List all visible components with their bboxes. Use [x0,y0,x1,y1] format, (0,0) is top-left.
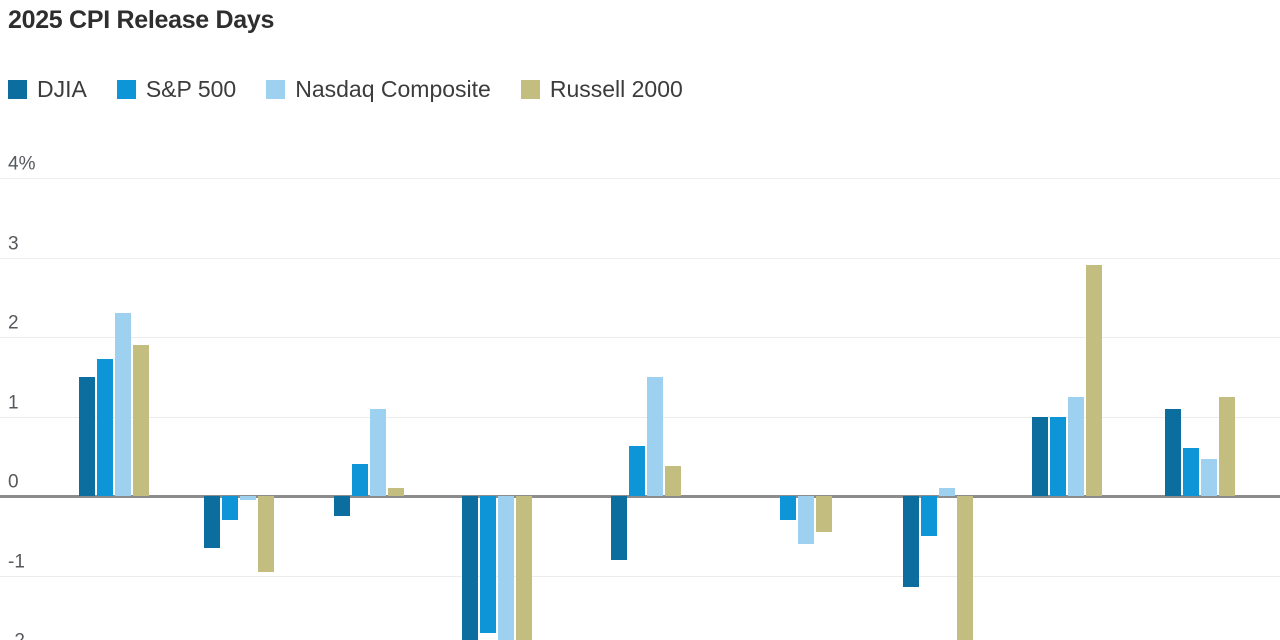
bar [334,496,350,516]
page-title: 2025 CPI Release Days [8,6,275,34]
bar [97,359,113,496]
bar [1068,396,1084,496]
bar [222,496,238,520]
y-axis-tick-label: 1 [8,392,19,413]
legend-swatch-icon [8,80,27,99]
bar [939,488,955,496]
bar [1032,416,1048,496]
bar [957,496,973,640]
y-axis-tick-label: -1 [8,551,25,572]
legend-item-label: S&P 500 [145,76,237,102]
bar [611,496,627,560]
bar [204,496,220,548]
y-axis-tick-label: 2 [8,312,19,334]
bar [498,496,514,640]
bar [370,408,386,496]
axis-zero-line [0,495,1280,498]
bar [133,344,149,496]
legend-swatch-icon [116,80,136,99]
legend-item-label: DJIA [37,76,87,102]
bar [480,496,496,633]
bar [665,465,681,496]
bar [1219,396,1235,496]
bar [516,496,532,640]
bar [1050,416,1066,496]
bar [629,445,645,496]
bar [780,496,796,520]
legend-item-label: Russell 2000 [549,76,683,102]
chart-legend: DJIA S&P 500 Nasdaq Composite Russell 2000 [8,78,713,101]
gridline [0,178,1280,179]
y-axis-tick-label: 0 [8,471,19,493]
bar [388,488,404,496]
legend-item[interactable]: S&P 500 [116,76,237,102]
bar [258,496,274,572]
bar [352,464,368,496]
bar [240,496,256,500]
legend-item[interactable]: Nasdaq Composite [266,78,491,101]
bar [79,376,95,496]
legend-swatch-icon [520,80,540,99]
bar [1165,408,1181,496]
bar [1201,458,1217,496]
legend-item[interactable]: Russell 2000 [520,76,683,102]
gridline [0,257,1280,259]
gridline [0,416,1280,418]
bar [115,313,131,496]
bar [462,496,478,640]
legend-item[interactable]: DJIA [8,78,87,101]
bar [1183,448,1199,496]
bar [1086,265,1102,496]
gridline [0,337,1280,338]
y-axis-tick-label: 3 [8,233,19,254]
legend-item-label: Nasdaq Composite [295,76,491,102]
bar [903,496,919,588]
gridline [0,575,1280,577]
bar [921,496,937,536]
bar [798,496,814,544]
y-axis-tick-label: 4% [8,153,36,175]
y-axis-tick-label: -2 [8,632,25,640]
bar [816,496,832,532]
bar [647,376,663,496]
legend-swatch-icon [266,80,286,99]
